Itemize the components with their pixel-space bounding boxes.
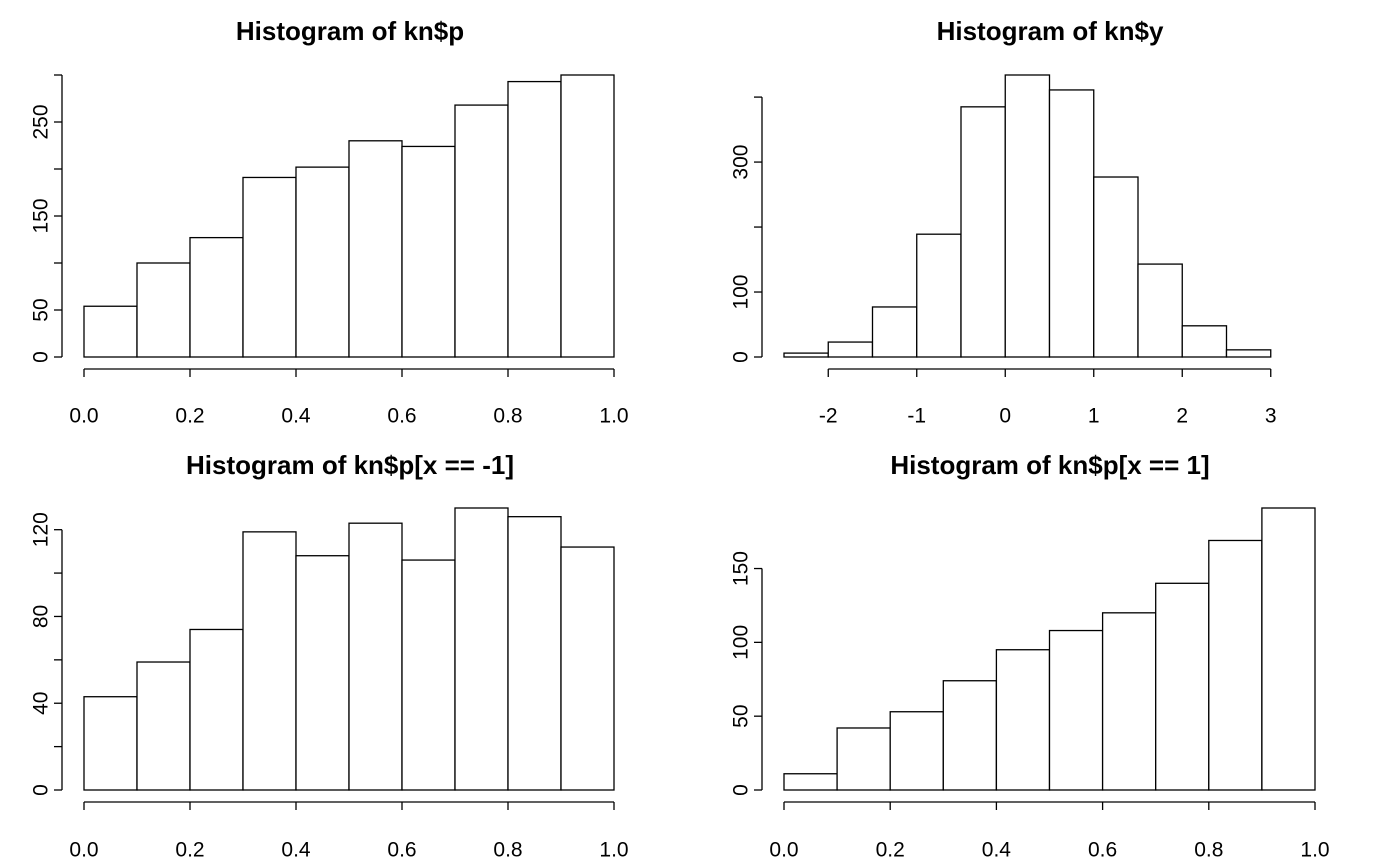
- bar: [401, 559, 456, 791]
- bar: [295, 555, 350, 791]
- bar: [1004, 74, 1051, 358]
- y-tick-label: 40: [30, 692, 53, 715]
- bar: [242, 531, 297, 791]
- bar: [889, 711, 944, 791]
- x-tick-label: 0.0: [69, 405, 98, 428]
- bar: [189, 236, 244, 358]
- y-tick-label: 120: [30, 512, 53, 547]
- x-tick-label: 0.4: [281, 839, 311, 862]
- y-tick-label: 250: [30, 104, 53, 139]
- bar: [871, 306, 918, 358]
- x-tick-label: 1: [1088, 405, 1100, 428]
- x-tick-label: 3: [1265, 405, 1277, 428]
- y-tick-label: 100: [730, 625, 753, 660]
- bar: [1048, 89, 1095, 358]
- bar: [916, 233, 962, 358]
- y-tick-label: 100: [730, 274, 753, 309]
- bar: [836, 727, 891, 791]
- bar: [560, 546, 615, 791]
- bar: [507, 80, 562, 358]
- y-tick-label: 150: [30, 198, 53, 233]
- bar: [507, 516, 562, 791]
- bar: [783, 773, 838, 791]
- bar: [1137, 263, 1183, 358]
- y-tick-label: 50: [730, 704, 753, 727]
- x-tick-label: 0.2: [876, 839, 905, 862]
- x-tick-label: 0: [999, 405, 1011, 428]
- y-tick-label: 0: [30, 351, 53, 363]
- bar: [560, 74, 615, 358]
- x-tick-label: 0.6: [387, 839, 416, 862]
- y-tick-label: 50: [30, 298, 53, 321]
- bar: [348, 140, 403, 358]
- chart-title: Histogram of kn$p[x == 1]: [890, 450, 1209, 480]
- x-tick-label: 0.6: [1088, 839, 1117, 862]
- x-tick-label: 2: [1176, 405, 1188, 428]
- y-tick-label: 0: [730, 351, 753, 363]
- bar: [942, 680, 998, 791]
- bar: [295, 166, 350, 358]
- x-tick-label: 1.0: [599, 405, 628, 428]
- bar: [1048, 629, 1104, 791]
- x-tick-label: 0.8: [493, 405, 522, 428]
- bar: [1225, 349, 1272, 358]
- x-tick-label: 0.0: [69, 839, 98, 862]
- bar: [83, 696, 138, 791]
- bar: [783, 352, 829, 358]
- bar: [1155, 582, 1210, 791]
- x-tick-label: -1: [907, 405, 926, 428]
- bar: [1181, 325, 1228, 358]
- x-tick-label: 0.8: [1194, 839, 1223, 862]
- chart-title: Histogram of kn$y: [937, 16, 1164, 46]
- bar: [189, 628, 244, 791]
- bar: [454, 104, 509, 358]
- y-tick-label: 80: [30, 605, 53, 628]
- chart-title: Histogram of kn$p: [236, 16, 464, 46]
- bar: [83, 305, 138, 358]
- bar: [454, 507, 509, 791]
- x-tick-label: 1.0: [599, 839, 628, 862]
- x-tick-label: 0.2: [175, 839, 204, 862]
- x-tick-label: 0.0: [769, 839, 798, 862]
- bar: [136, 262, 191, 358]
- x-tick-label: 0.8: [493, 839, 522, 862]
- bar: [1101, 612, 1157, 791]
- bar: [1208, 539, 1263, 791]
- bar: [1093, 176, 1139, 358]
- y-tick-label: 0: [730, 784, 753, 796]
- bar: [1261, 507, 1316, 791]
- x-tick-label: 0.6: [387, 405, 416, 428]
- bar: [401, 145, 456, 358]
- y-tick-label: 150: [730, 551, 753, 586]
- x-tick-label: -2: [819, 405, 838, 428]
- bar: [995, 649, 1051, 791]
- y-tick-label: 0: [30, 784, 53, 796]
- x-tick-label: 1.0: [1300, 839, 1329, 862]
- bar: [136, 661, 191, 791]
- bar: [242, 176, 297, 358]
- x-tick-label: 0.2: [175, 405, 204, 428]
- chart-title: Histogram of kn$p[x == -1]: [186, 450, 514, 480]
- x-tick-label: 0.4: [281, 405, 311, 428]
- y-tick-label: 300: [730, 145, 753, 180]
- bar: [348, 522, 403, 791]
- x-tick-label: 0.4: [982, 839, 1012, 862]
- bar: [960, 106, 1006, 358]
- bar: [827, 341, 874, 358]
